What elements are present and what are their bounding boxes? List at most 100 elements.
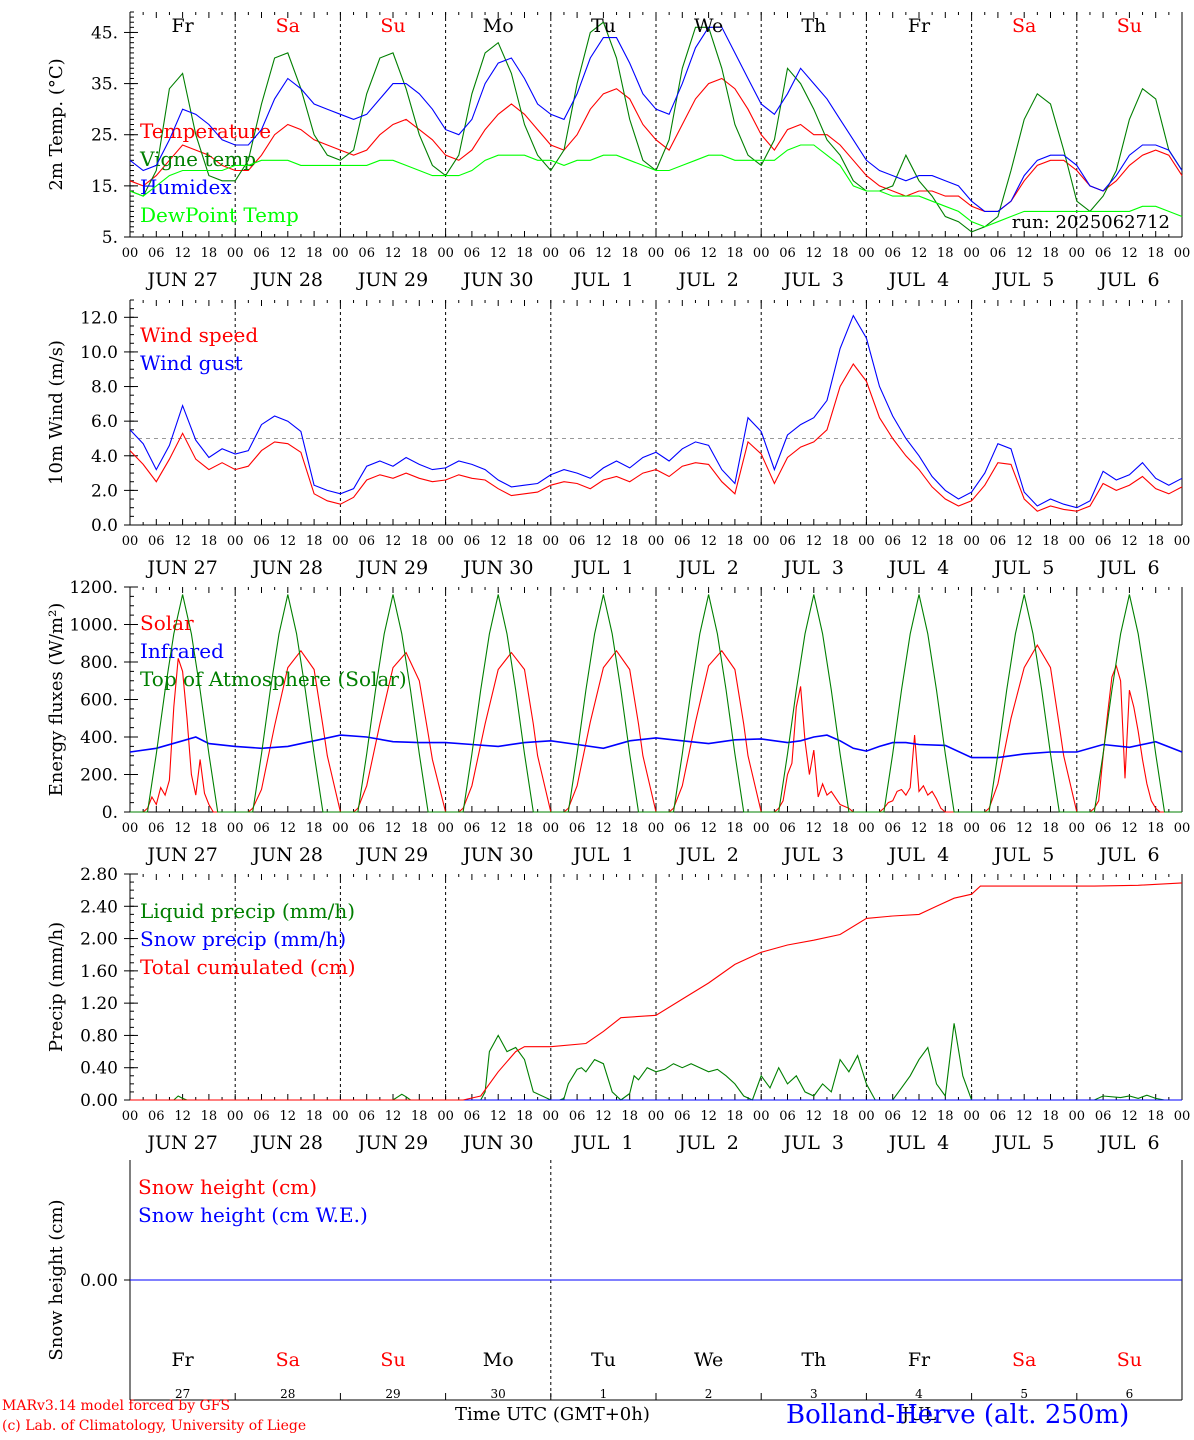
hour-label: 18: [621, 1109, 638, 1124]
hour-label: 18: [411, 1109, 428, 1124]
hour-label: 06: [674, 246, 691, 261]
hour-label: 18: [621, 246, 638, 261]
day-number-label: 1: [600, 1387, 608, 1401]
y-axis-title: 10m Wind (m/s): [46, 340, 67, 485]
hour-label: 00: [858, 246, 875, 261]
hour-label: 00: [122, 246, 139, 261]
hour-label: 12: [280, 1109, 297, 1124]
date-label: JUN 28: [251, 557, 323, 579]
date-label: JUN 28: [251, 269, 323, 291]
legend-entry: Infrared: [140, 639, 224, 663]
series-line-top-of-atmosphere-solar-: [130, 594, 1182, 813]
hour-label: 06: [148, 1109, 165, 1124]
hour-label: 00: [122, 534, 139, 549]
y-tick-label: 0.00: [80, 1091, 118, 1111]
hour-label: 18: [832, 246, 849, 261]
hour-label: 12: [1121, 534, 1138, 549]
hour-label: 06: [358, 534, 375, 549]
y-tick-label: 2.0: [91, 481, 118, 501]
series-line-wind-gust: [129, 314, 1183, 509]
hour-label: 06: [464, 821, 481, 836]
hour-label: 00: [227, 821, 244, 836]
hour-label: 12: [1016, 534, 1033, 549]
hour-label: 18: [832, 1109, 849, 1124]
hour-label: 12: [490, 246, 507, 261]
hour-label: 18: [937, 534, 954, 549]
date-label: JUL 6: [1097, 1132, 1159, 1154]
hour-label: 06: [358, 246, 375, 261]
day-number-label: 29: [385, 1387, 400, 1401]
y-axis-title: Energy fluxes (W/m²): [46, 603, 67, 797]
hour-label: 18: [727, 534, 744, 549]
hour-label: 00: [1174, 821, 1191, 836]
hour-label: 18: [516, 246, 533, 261]
hour-label: 00: [227, 534, 244, 549]
hour-label: 18: [937, 246, 954, 261]
date-label: JUL 5: [992, 269, 1054, 291]
hour-label: 00: [858, 1109, 875, 1124]
hour-label: 00: [1069, 821, 1086, 836]
hour-label: 12: [595, 821, 612, 836]
day-number-label: 2: [705, 1387, 713, 1401]
date-label: JUL 3: [782, 844, 844, 866]
hour-label: 12: [595, 534, 612, 549]
hour-label: 12: [1121, 1109, 1138, 1124]
hour-label: 00: [543, 821, 560, 836]
hour-label: 12: [911, 534, 928, 549]
hour-label: 06: [358, 821, 375, 836]
hour-label: 00: [437, 821, 454, 836]
hour-label: 00: [753, 821, 770, 836]
day-name-label: Su: [380, 15, 405, 37]
hour-label: 18: [516, 821, 533, 836]
hour-label: 18: [1042, 821, 1059, 836]
y-tick-label: 45.: [91, 23, 118, 43]
hour-label: 12: [174, 1109, 191, 1124]
hour-label: 06: [674, 534, 691, 549]
date-label: JUL 1: [571, 844, 633, 866]
hour-label: 12: [911, 1109, 928, 1124]
panel-3: 0. 200. 400. 600. 800. 1000. 1200.Energy fluxe…: [46, 578, 1190, 866]
hour-label: 12: [490, 821, 507, 836]
y-axis-title: Snow height (cm): [46, 1199, 67, 1360]
day-name-label: Tu: [591, 15, 616, 37]
hour-label: 00: [753, 246, 770, 261]
y-tick-label: 0.80: [80, 1026, 118, 1046]
panel-5: 0.00 Snow height (cm) Snow height (cm) Snow…: [46, 1160, 1183, 1425]
hour-label: 12: [700, 1109, 717, 1124]
date-label: JUL 2: [676, 1132, 738, 1154]
date-label: JUL 4: [887, 844, 949, 866]
hour-label: 18: [306, 534, 323, 549]
hour-label: 18: [201, 821, 218, 836]
hour-label: 12: [806, 246, 823, 261]
hour-label: 00: [753, 534, 770, 549]
hour-label: 18: [621, 534, 638, 549]
y-tick-label: 0.: [102, 803, 118, 823]
legend-entry: Top of Atmosphere (Solar): [140, 667, 407, 691]
hour-label: 06: [779, 534, 796, 549]
legend-entry: DewPoint Temp: [140, 203, 299, 227]
hour-label: 12: [174, 821, 191, 836]
hour-label: 18: [201, 1109, 218, 1124]
hour-label: 00: [122, 821, 139, 836]
y-tick-label: 800.: [80, 653, 118, 673]
hour-label: 06: [990, 1109, 1007, 1124]
day-number-label: 28: [280, 1387, 295, 1401]
hour-label: 18: [516, 1109, 533, 1124]
hour-label: 00: [1174, 246, 1191, 261]
hour-label: 00: [437, 1109, 454, 1124]
hour-label: 18: [832, 821, 849, 836]
date-label: JUL 6: [1097, 557, 1159, 579]
hour-label: 06: [674, 821, 691, 836]
hour-label: 12: [385, 1109, 402, 1124]
day-name-label: Mo: [483, 1349, 514, 1371]
date-label: JUN 30: [461, 269, 533, 291]
hour-label: 12: [1016, 246, 1033, 261]
day-name-label: Su: [380, 1349, 405, 1371]
y-tick-label: 600.: [80, 691, 118, 711]
month-label: JUL: [900, 1404, 936, 1425]
date-label: JUN 27: [145, 269, 217, 291]
legend-entry: Snow height (cm): [138, 1175, 317, 1199]
hour-label: 12: [806, 821, 823, 836]
date-label: JUN 28: [251, 844, 323, 866]
